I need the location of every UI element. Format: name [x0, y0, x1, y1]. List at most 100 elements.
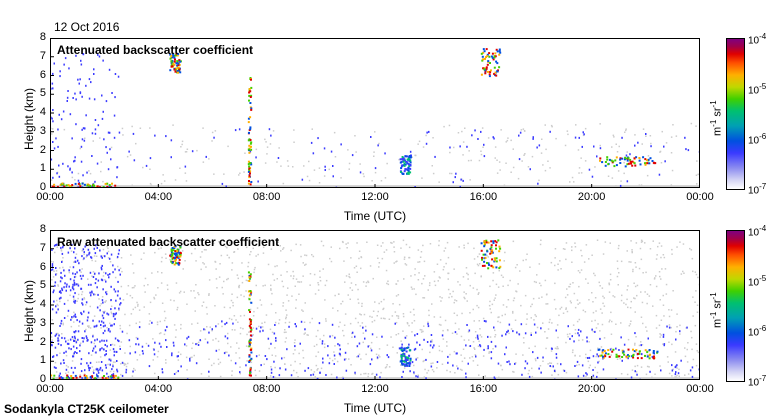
noise-point — [174, 336, 177, 338]
noise-point — [160, 282, 163, 284]
noise-point — [176, 306, 179, 309]
signal-point — [100, 361, 103, 363]
noise-point — [386, 282, 388, 285]
noise-point — [513, 371, 515, 373]
signal-point — [574, 365, 576, 367]
noise-point — [375, 353, 378, 356]
cloud-point — [486, 262, 488, 264]
noise-point — [228, 317, 231, 320]
noise-point — [408, 246, 411, 249]
signal-point — [384, 152, 386, 155]
signal-point — [82, 248, 85, 251]
noise-point — [438, 349, 441, 352]
noise-point — [285, 331, 287, 333]
cloud-point — [405, 350, 408, 353]
signal-point — [103, 138, 105, 141]
signal-point — [459, 145, 461, 148]
noise-point — [57, 332, 59, 335]
noise-point — [231, 318, 233, 321]
noise-point — [279, 245, 281, 247]
signal-point — [343, 358, 346, 361]
noise-point — [467, 159, 470, 162]
noise-point — [536, 274, 538, 276]
noise-point — [576, 320, 579, 323]
noise-point — [74, 275, 77, 278]
noise-point — [161, 302, 164, 304]
signal-point — [294, 323, 296, 325]
noise-point — [574, 246, 577, 248]
noise-point — [302, 310, 304, 312]
noise-point — [402, 239, 405, 242]
noise-point — [137, 305, 139, 307]
signal-point — [116, 176, 118, 179]
noise-point — [397, 280, 399, 282]
noise-point — [566, 288, 568, 290]
signal-point — [582, 374, 585, 377]
signal-point — [272, 376, 275, 378]
noise-point — [292, 277, 295, 280]
noise-point — [634, 311, 636, 313]
noise-point — [617, 284, 619, 286]
noise-point — [404, 263, 407, 265]
noise-point — [238, 174, 240, 176]
signal-point — [115, 351, 118, 353]
noise-point — [583, 261, 586, 263]
noise-point — [99, 356, 102, 358]
cloud-point — [623, 353, 626, 356]
noise-point — [72, 285, 75, 288]
noise-point — [91, 366, 94, 368]
signal-point — [533, 323, 536, 326]
cloud-point — [169, 53, 172, 56]
cloud-point — [485, 241, 488, 244]
signal-point — [77, 338, 79, 341]
noise-point — [588, 341, 590, 343]
signal-point — [58, 374, 61, 377]
signal-point — [82, 127, 85, 130]
noise-point — [473, 258, 476, 260]
cloud-point — [606, 158, 609, 161]
noise-point — [184, 172, 187, 174]
noise-point — [413, 372, 415, 375]
cloud-point — [172, 62, 175, 65]
noise-point — [66, 240, 68, 243]
signal-point — [317, 137, 319, 140]
signal-point — [161, 368, 163, 371]
cloud-point — [177, 64, 180, 66]
cloud-point — [487, 60, 490, 63]
signal-point — [128, 150, 130, 153]
cloud-point — [178, 262, 181, 265]
noise-point — [507, 284, 509, 287]
signal-point — [153, 348, 155, 351]
signal-point — [483, 320, 486, 322]
noise-point — [692, 296, 694, 298]
noise-point — [226, 246, 228, 249]
noise-point — [93, 369, 95, 371]
cloud-point — [249, 323, 252, 326]
signal-point — [351, 331, 354, 334]
signal-point — [101, 347, 103, 350]
cloud-point — [52, 377, 55, 380]
signal-point — [447, 361, 449, 364]
cloud-point — [480, 249, 483, 252]
signal-point — [105, 353, 107, 356]
noise-point — [442, 268, 445, 271]
noise-point — [478, 292, 480, 294]
noise-point — [644, 291, 646, 293]
noise-point — [627, 306, 629, 309]
signal-point — [100, 268, 103, 271]
signal-point — [79, 274, 82, 277]
noise-point — [370, 347, 372, 350]
signal-point — [428, 130, 430, 133]
cloud-point — [400, 354, 403, 357]
noise-point — [655, 327, 658, 329]
signal-point — [262, 329, 264, 332]
noise-point — [618, 272, 620, 274]
noise-point — [566, 310, 569, 313]
noise-point — [601, 287, 604, 289]
noise-point — [112, 361, 115, 363]
noise-point — [433, 316, 436, 318]
noise-point — [317, 329, 319, 332]
noise-point — [79, 342, 82, 344]
noise-point — [397, 315, 400, 317]
cloud-point — [401, 362, 403, 365]
